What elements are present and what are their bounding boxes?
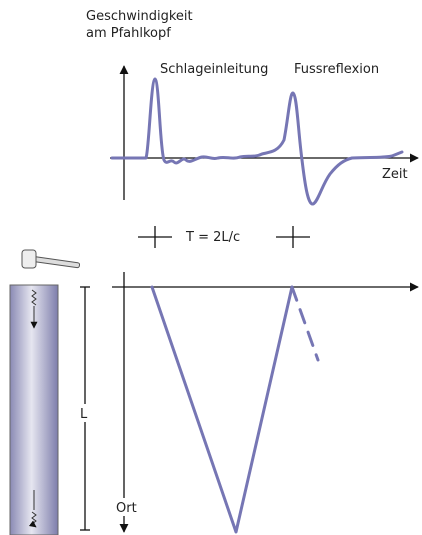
wave-path bbox=[152, 287, 292, 532]
period-label: T = 2L/c bbox=[185, 230, 240, 245]
hammer bbox=[22, 250, 80, 268]
length-label: L bbox=[80, 407, 88, 422]
y-label: am Pfahlkopf bbox=[86, 26, 171, 41]
velocity-curve bbox=[112, 79, 402, 204]
y-label: Geschwindigkeit bbox=[86, 9, 193, 24]
annotation: Fussreflexion bbox=[294, 62, 379, 77]
reflection-path bbox=[292, 287, 318, 360]
x-label: Zeit bbox=[382, 167, 408, 182]
annotation: Schlageinleitung bbox=[160, 62, 268, 77]
y-label: Ort bbox=[116, 501, 137, 516]
diagram: Geschwindigkeit am Pfahlkopf Schlageinle… bbox=[0, 0, 422, 535]
